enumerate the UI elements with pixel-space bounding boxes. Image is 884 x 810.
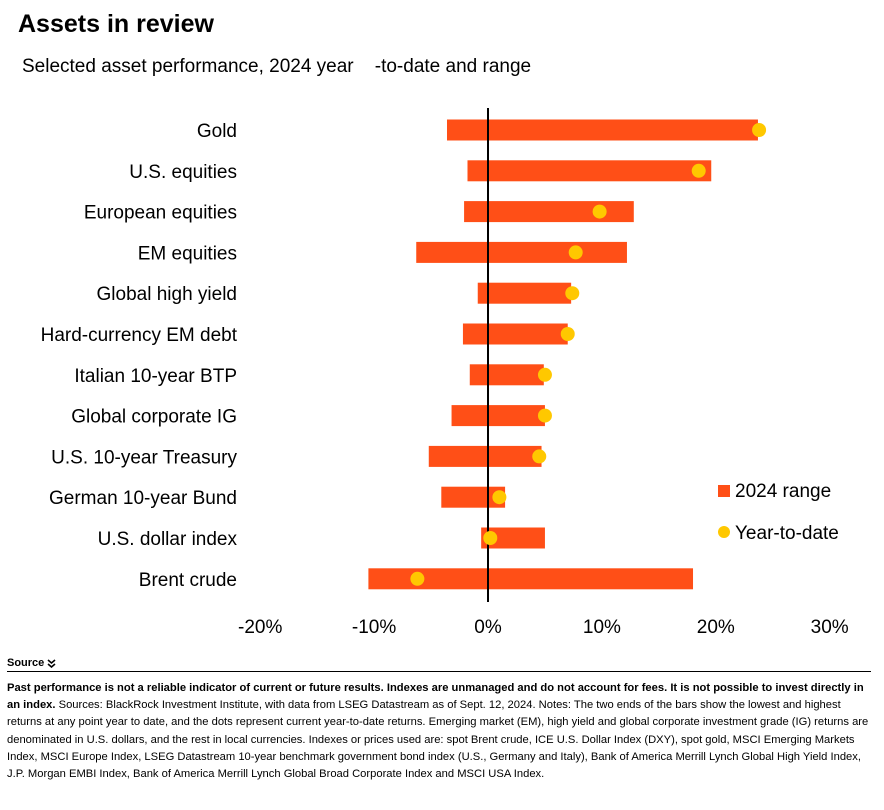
asset-performance-chart: Gold U.S. equities European equities EM equ… (41, 108, 849, 638)
source-label: Source (7, 657, 45, 669)
range-bar-1 (467, 160, 712, 182)
range-bar-10 (481, 527, 545, 549)
category-labels: Gold U.S. equities European equities EM equ… (41, 121, 238, 591)
category-label-11: Brent crude (139, 570, 237, 591)
x-tick-label-0: -20% (238, 617, 282, 638)
range-bar-4 (477, 282, 572, 304)
legend-ytd-swatch (718, 526, 730, 538)
sources-text: Sources: BlackRock Investment Institute,… (7, 699, 869, 781)
category-label-7: Global corporate IG (71, 407, 237, 428)
chart-title: Assets in review (18, 10, 214, 38)
chart-subtitle: Selected asset performance, 2024 year -t… (22, 56, 532, 77)
category-label-0: Gold (197, 121, 237, 142)
legend-ytd-label: Year-to-date (735, 523, 839, 544)
range-bar-2 (464, 201, 634, 223)
ytd-dot-1 (691, 163, 706, 178)
category-label-5: Hard-currency EM debt (41, 325, 238, 346)
category-label-10: U.S. dollar index (98, 529, 238, 550)
category-label-2: European equities (84, 203, 237, 224)
source-toggle[interactable]: Source (7, 657, 56, 669)
x-tick-label-1: -10% (352, 617, 396, 638)
ytd-dot-9 (492, 490, 507, 505)
range-bar-7 (451, 405, 545, 427)
x-axis-tick-labels: -20% -10% 0% 10% 20% 30% (238, 617, 849, 638)
x-tick-label-2: 0% (474, 617, 502, 638)
ytd-dot-0 (752, 123, 767, 137)
ytd-dot-2 (592, 204, 607, 219)
disclaimer-text: Past performance is not a reliable indic… (7, 682, 864, 712)
range-bar-6 (469, 364, 544, 386)
ytd-dot-10 (483, 531, 498, 545)
category-label-1: U.S. equities (129, 162, 237, 183)
range-bar-8 (428, 445, 542, 467)
ytd-dots (410, 123, 767, 586)
category-label-9: German 10-year Bund (49, 488, 237, 509)
category-label-8: U.S. 10-year Treasury (51, 447, 237, 468)
legend-range-label: 2024 range (735, 481, 831, 502)
ytd-dot-8 (532, 449, 547, 464)
ytd-dot-6 (537, 367, 552, 382)
ytd-dot-7 (537, 408, 552, 423)
chevron-double-down-icon (47, 658, 56, 668)
legend-range-swatch (718, 485, 730, 497)
ytd-dot-11 (410, 571, 425, 586)
ytd-dot-5 (560, 327, 575, 341)
x-tick-label-5: 30% (811, 617, 849, 638)
category-label-3: EM equities (138, 243, 237, 264)
range-bar-5 (462, 323, 568, 345)
range-bar-3 (416, 241, 627, 263)
range-bars (368, 119, 758, 590)
x-tick-label-4: 20% (697, 617, 735, 638)
source-divider (7, 671, 871, 672)
ytd-dot-4 (565, 286, 580, 301)
category-label-4: Global high yield (97, 284, 237, 305)
range-bar-11 (368, 568, 694, 590)
source-notes: Past performance is not a reliable indic… (7, 680, 869, 783)
range-bar-9 (441, 486, 506, 508)
range-bar-0 (446, 119, 758, 141)
category-label-6: Italian 10-year BTP (74, 366, 237, 387)
x-tick-label-3: 10% (583, 617, 621, 638)
legend: 2024 range Year-to-date (718, 481, 839, 544)
ytd-dot-3 (568, 245, 583, 260)
